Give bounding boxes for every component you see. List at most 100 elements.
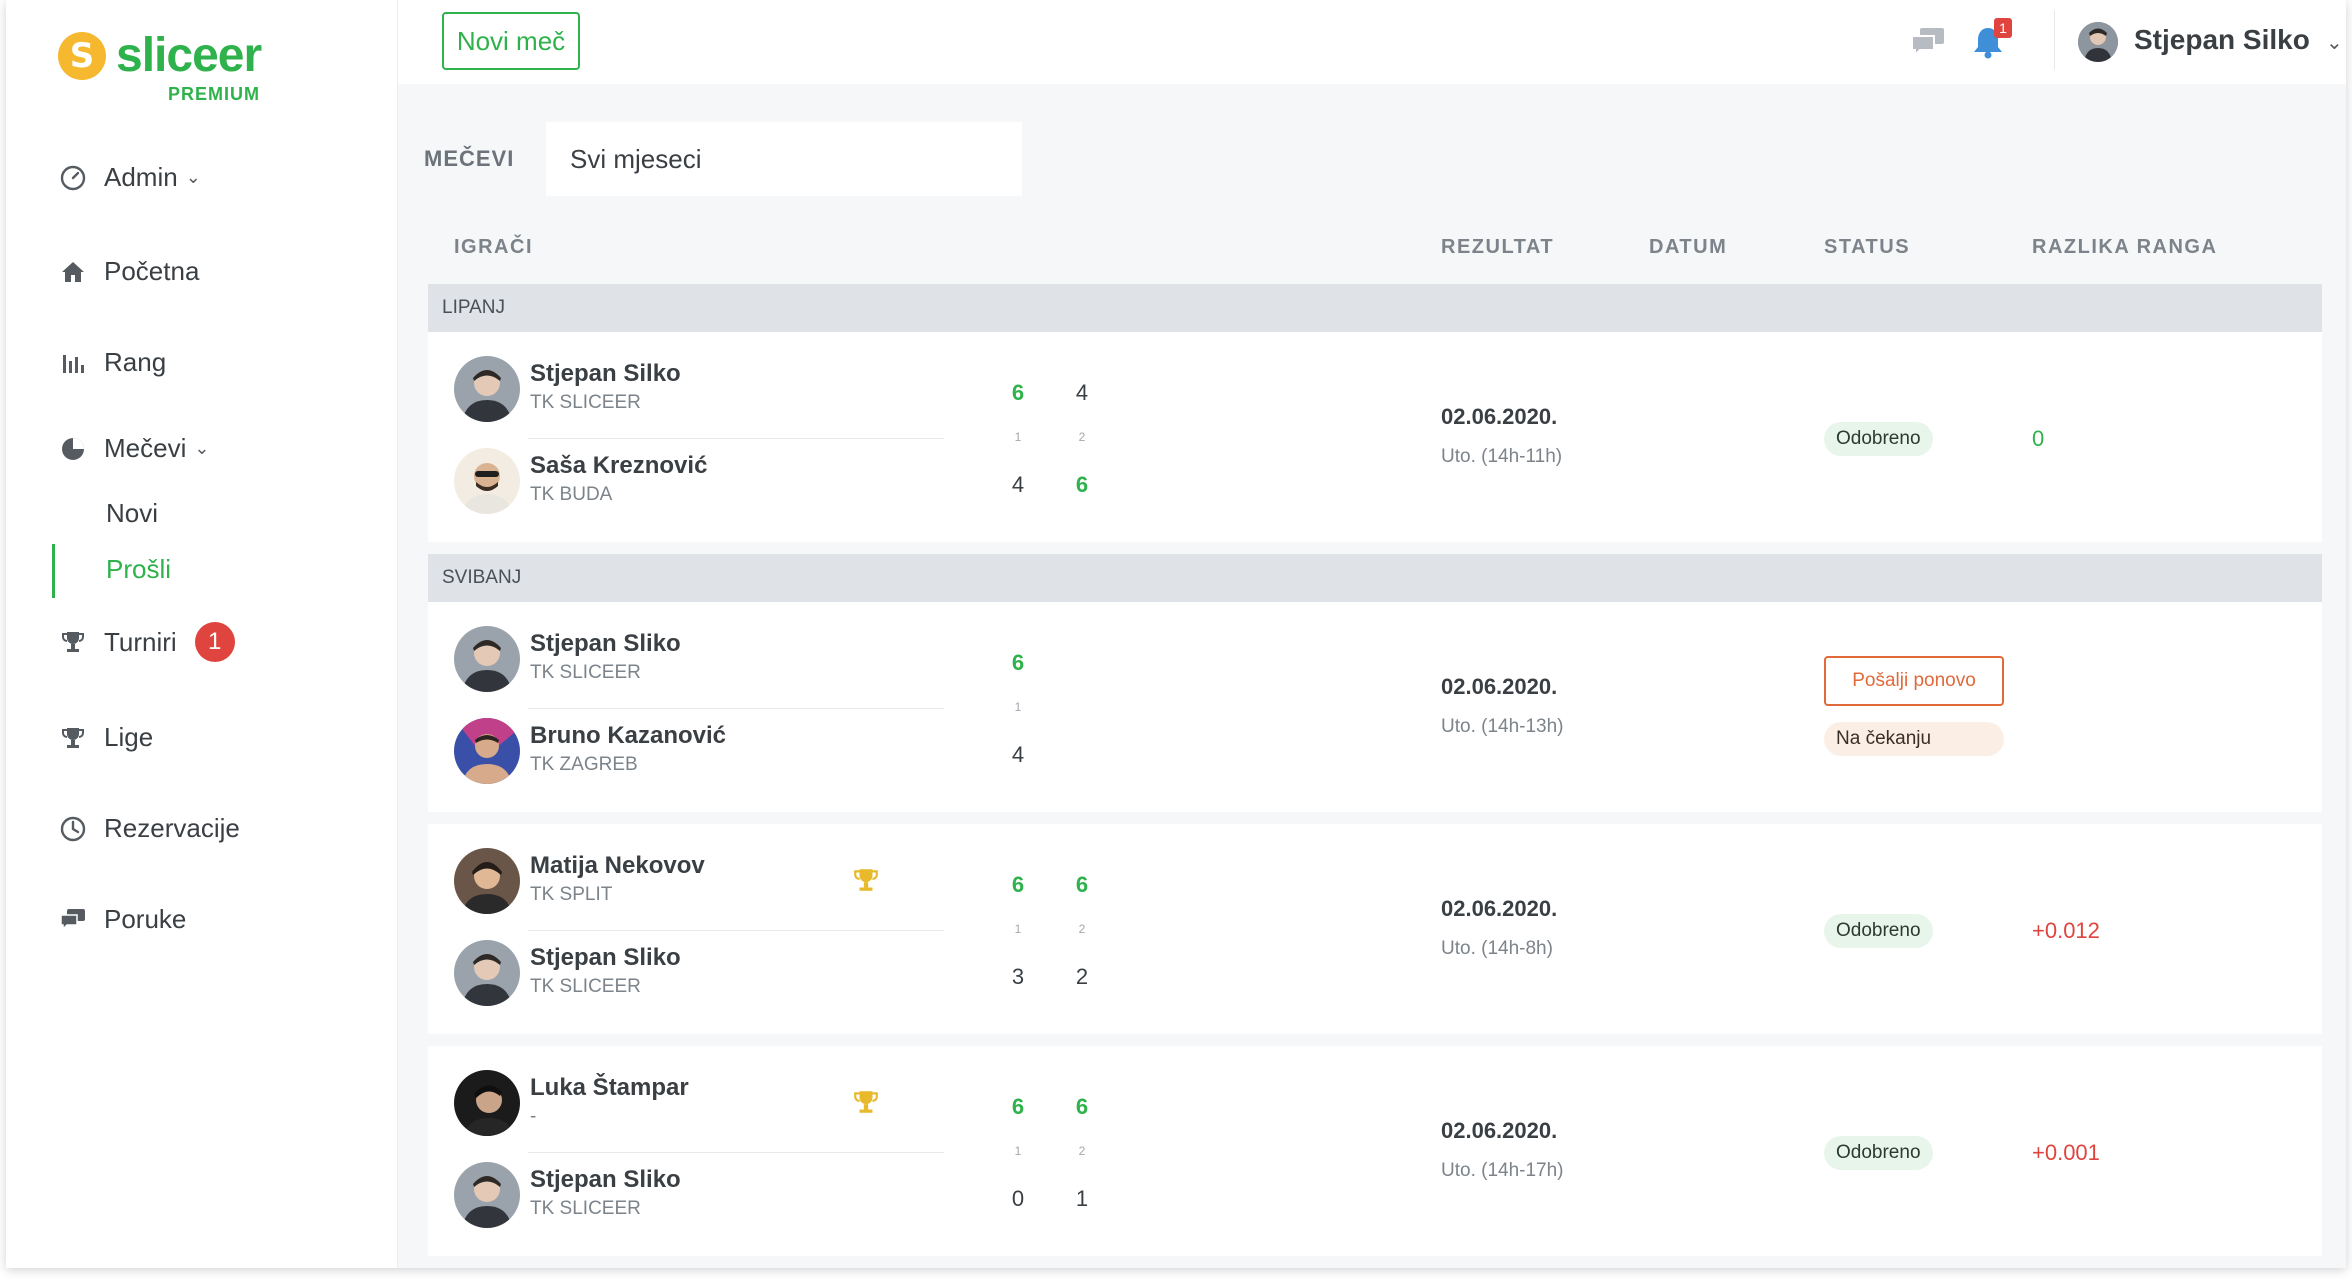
divider	[2054, 10, 2055, 70]
sidebar-item-reservations[interactable]: Rezervacije	[58, 813, 240, 844]
trophy-icon	[58, 723, 88, 753]
match-time: Uto. (14h-17h)	[1441, 1160, 1564, 1181]
set-score: 6	[1011, 1094, 1025, 1119]
rank-difference: +0.012	[2032, 918, 2100, 943]
resend-button[interactable]: Pošalji ponovo	[1824, 656, 2004, 706]
set-number: 1	[1014, 430, 1022, 444]
sidebar-item-tournaments[interactable]: Turniri 1	[58, 622, 235, 662]
bar-chart-icon	[58, 348, 88, 378]
set-number: 2	[1078, 1144, 1086, 1158]
status-badge: Odobreno	[1824, 1136, 1933, 1170]
dashboard-gauge-icon	[58, 163, 88, 193]
column-header-result[interactable]: REZULTAT	[1441, 236, 1555, 258]
player-club: -	[530, 1106, 537, 1127]
player-2[interactable]: Stjepan Sliko TK SLICEER	[454, 1162, 681, 1228]
sidebar-item-label: Poruke	[104, 904, 187, 934]
sidebar-item-label: Turniri	[104, 626, 177, 657]
trophy-icon	[58, 627, 88, 657]
tournaments-count-badge: 1	[194, 622, 235, 662]
player-club: TK SLICEER	[530, 392, 641, 413]
month-filter-select[interactable]: Svi mjeseci	[546, 122, 1022, 196]
divider	[528, 930, 944, 931]
column-header-status[interactable]: STATUS	[1824, 236, 1911, 258]
new-match-button[interactable]: Novi meč	[442, 12, 580, 70]
logo[interactable]: sliceer	[58, 28, 262, 83]
sidebar-item-label: Početna	[104, 256, 200, 286]
chat-bubbles-icon	[58, 905, 88, 935]
player-1[interactable]: Matija Nekovov TK SPLIT	[454, 848, 705, 914]
player-name: Stjepan Sliko	[530, 944, 681, 971]
player-name: Stjepan Sliko	[530, 630, 681, 657]
column-header-date[interactable]: DATUM	[1649, 236, 1728, 258]
set-score: 3	[1011, 964, 1025, 989]
sidebar-subitem-past[interactable]: Prošli	[106, 554, 172, 584]
table-row[interactable]: Stjepan Sliko TK SLICEER Bruno Kazanović…	[428, 602, 2322, 812]
chevron-down-icon[interactable]: ⌄	[2326, 32, 2343, 54]
rank-difference: +0.001	[2032, 1140, 2100, 1165]
app-window: sliceer PREMIUM Admin ⌄ Početna Rang	[6, 0, 2346, 1268]
table-row[interactable]: Luka Štampar - Stjepan Sliko TK SLICEER …	[428, 1046, 2322, 1256]
player-1[interactable]: Stjepan Silko TK SLICEER	[454, 356, 681, 422]
section-title: MEČEVI	[424, 146, 515, 171]
set-score: 4	[1011, 472, 1025, 497]
set-score: 6	[1011, 872, 1025, 897]
sidebar-item-admin[interactable]: Admin ⌄	[58, 162, 201, 193]
avatar	[454, 1070, 520, 1136]
match-time: Uto. (14h-11h)	[1441, 446, 1563, 467]
avatar	[454, 940, 520, 1006]
active-indicator	[52, 544, 55, 598]
messages-icon[interactable]	[1908, 22, 1948, 62]
set-number: 2	[1078, 430, 1086, 444]
top-bar: Novi meč	[398, 0, 2346, 84]
set-score: 6	[1075, 872, 1089, 897]
player-1[interactable]: Stjepan Sliko TK SLICEER	[454, 626, 681, 692]
home-icon	[58, 257, 88, 287]
sidebar-subitem-new[interactable]: Novi	[106, 498, 159, 528]
sidebar-item-label: Rezervacije	[104, 813, 240, 843]
set-score: 4	[1075, 380, 1089, 405]
set-score: 2	[1075, 964, 1089, 989]
table-row[interactable]: Stjepan Silko TK SLICEER Saša Kreznović …	[428, 332, 2322, 542]
match-date: 02.06.2020.	[1441, 674, 1558, 699]
sidebar-item-leagues[interactable]: Lige	[58, 722, 153, 753]
divider	[528, 708, 944, 709]
player-name: Bruno Kazanović	[530, 722, 727, 749]
month-label: LIPANJ	[442, 297, 506, 318]
sidebar-item-rank[interactable]: Rang	[58, 347, 166, 378]
player-club: TK ZAGREB	[530, 754, 638, 775]
player-2[interactable]: Saša Kreznović TK BUDA	[454, 448, 707, 514]
table-row[interactable]: Matija Nekovov TK SPLIT Stjepan Sliko TK…	[428, 824, 2322, 1034]
player-2[interactable]: Bruno Kazanović TK ZAGREB	[454, 718, 726, 784]
column-header-rank-diff[interactable]: RAZLIKA RANGA	[2032, 236, 2218, 258]
player-name: Stjepan Silko	[530, 360, 681, 387]
sidebar-item-messages[interactable]: Poruke	[58, 904, 186, 935]
user-name[interactable]: Stjepan Silko	[2134, 24, 2310, 55]
match-time: Uto. (14h-13h)	[1441, 716, 1564, 737]
avatar	[454, 356, 520, 422]
clock-icon	[58, 814, 88, 844]
player-club: TK SLICEER	[530, 976, 641, 997]
plan-label: PREMIUM	[168, 84, 260, 104]
chevron-down-icon: ⌄	[194, 438, 210, 458]
sidebar-item-label: Lige	[104, 722, 154, 752]
sidebar-item-matches[interactable]: Mečevi ⌄	[58, 433, 209, 464]
status-badge: Odobreno	[1824, 914, 1933, 948]
notifications-badge: 1	[1994, 18, 2012, 38]
month-group-header: SVIBANJ	[428, 554, 2322, 602]
match-date: 02.06.2020.	[1441, 404, 1558, 429]
player-name: Stjepan Sliko	[530, 1166, 681, 1193]
column-header-players[interactable]: IGRAČI	[454, 236, 533, 258]
chevron-down-icon: ⌄	[185, 167, 201, 187]
sidebar-item-home[interactable]: Početna	[58, 256, 199, 287]
player-1[interactable]: Luka Štampar -	[454, 1070, 689, 1136]
avatar	[454, 848, 520, 914]
player-club: TK SLICEER	[530, 662, 641, 683]
player-2[interactable]: Stjepan Sliko TK SLICEER	[454, 940, 681, 1006]
sidebar-item-label: Rang	[104, 347, 167, 377]
user-avatar[interactable]	[2078, 22, 2118, 62]
set-number: 2	[1078, 922, 1086, 936]
month-group-header: LIPANJ	[428, 284, 2322, 332]
set-score: 0	[1011, 1186, 1025, 1211]
status-badge: Odobreno	[1824, 422, 1933, 456]
month-label: SVIBANJ	[442, 567, 522, 588]
